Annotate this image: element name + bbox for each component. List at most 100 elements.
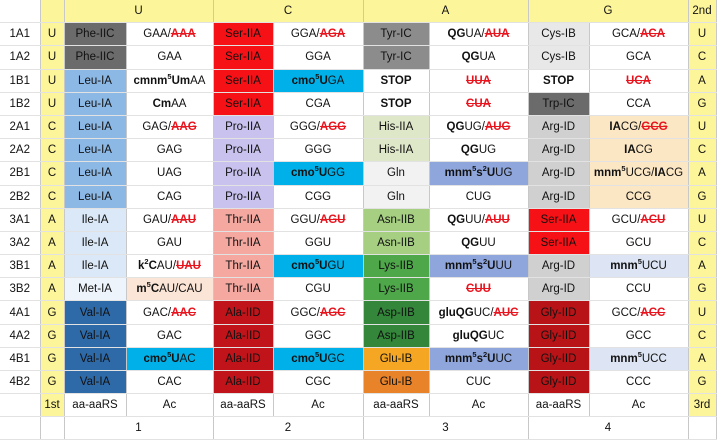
table-row: 4B2 G Val-IA CAC Ala-IID CGC Glu-IB CUC Gly-IID C… xyxy=(0,370,717,395)
anticodon-cell: mnm5s2UUU xyxy=(429,254,529,279)
anticodon-cell: mnm5UCC xyxy=(589,347,689,372)
anticodon-cell: GAU xyxy=(126,231,214,256)
anticodon-cell: CAC xyxy=(126,370,214,395)
anticodon-cell: GGG xyxy=(273,138,364,163)
row-id: 3A1 xyxy=(0,208,41,232)
aminoacid-cell: Ser-IIA xyxy=(213,22,274,47)
row-id: 4A1 xyxy=(0,300,41,325)
header-row: U C A G 2nd xyxy=(0,0,717,24)
anticodon-cell: GAC/AAC xyxy=(126,300,214,325)
table-row: 2A2 C Leu-IA GAG Pro-IIA GGG His-IIA QGUG Arg-ID… xyxy=(0,138,717,163)
third-base-cell: C xyxy=(688,45,717,70)
aminoacid-cell: Ala-IID xyxy=(213,300,274,325)
aminoacid-cell: Asp-IIB xyxy=(363,300,430,325)
group-blank xyxy=(688,416,717,440)
anticodon-cell: CUC xyxy=(429,370,529,395)
anticodon-cell: cmo5UGC xyxy=(273,347,364,372)
aminoacid-cell: Ser-IIA xyxy=(213,92,274,116)
anticodon-cell: CUU xyxy=(429,277,529,302)
third-base-cell: C xyxy=(688,231,717,256)
table-row: 1B1 U Leu-IA cmnm5UmAA Ser-IIA cmo5UGA STOP UUA… xyxy=(0,69,717,93)
aminoacid-cell: Ala-IID xyxy=(213,324,274,348)
anticodon-cell: CUA xyxy=(429,92,529,116)
first-base-label: 1st xyxy=(40,393,65,418)
anticodon-cell: gluQGUC xyxy=(429,324,529,348)
anticodon-cell: GCU/ACU xyxy=(589,208,689,232)
third-base-cell: C xyxy=(688,138,717,163)
anticodon-cell: GCC xyxy=(589,324,689,348)
footer-label: aa-aaRS xyxy=(528,393,590,418)
first-base-cell: A xyxy=(40,231,65,256)
anticodon-cell: cmnm5UmAA xyxy=(126,69,214,93)
first-base-cell: A xyxy=(40,254,65,279)
second-base-label: 2nd xyxy=(688,0,717,24)
first-base-cell: G xyxy=(40,370,65,395)
aminoacid-cell: Gln xyxy=(363,185,430,209)
anticodon-cell: GCC/ACC xyxy=(589,300,689,325)
aminoacid-cell: Glu-IB xyxy=(363,370,430,395)
anticodon-cell: CCA xyxy=(589,92,689,116)
anticodon-cell: mnm5s2UUC xyxy=(429,347,529,372)
table-row: 2A1 C Leu-IA GAG/AAG Pro-IIA GGG/AGG His-IIA QG… xyxy=(0,115,717,140)
aminoacid-cell: Ser-IIA xyxy=(528,231,590,256)
anticodon-cell: QGUA xyxy=(429,45,529,70)
footer-blank xyxy=(0,393,41,418)
table-row: 2B1 C Leu-IA UAG Pro-IIA cmo5UGG Gln mnm5s2UUG A… xyxy=(0,161,717,186)
table-row: 4A2 G Val-IA GAC Ala-IID GGC Asp-IIB gluQGUC Gly… xyxy=(0,324,717,348)
aminoacid-cell: Arg-ID xyxy=(528,115,590,140)
aminoacid-cell: Ile-IA xyxy=(64,254,127,279)
anticodon-cell: CGG xyxy=(273,185,364,209)
anticodon-cell: cmo5UAC xyxy=(126,347,214,372)
row-id: 1B2 xyxy=(0,92,41,116)
anticodon-cell: cmo5UGU xyxy=(273,254,364,279)
aminoacid-cell: Ile-IA xyxy=(64,208,127,232)
table-row: 3A2 A Ile-IA GAU Thr-IIA GGU Asn-IIB QGUU Ser-II… xyxy=(0,231,717,256)
third-base-cell: A xyxy=(688,347,717,372)
table-row: 3A1 A Ile-IA GAU/AAU Thr-IIA GGU/AGU Asn-IIB QG… xyxy=(0,208,717,232)
footer-label: Ac xyxy=(126,393,214,418)
anticodon-cell: UAG xyxy=(126,161,214,186)
corner-cell xyxy=(0,0,41,24)
table-row: 1A1 U Phe-IIC GAA/AAA Ser-IIA GGA/AGA Tyr-IC QG… xyxy=(0,22,717,47)
anticodon-cell: GCA xyxy=(589,45,689,70)
anticodon-cell: GGU/AGU xyxy=(273,208,364,232)
anticodon-cell: GGA/AGA xyxy=(273,22,364,47)
first-base-cell: A xyxy=(40,277,65,302)
third-base-cell: G xyxy=(688,92,717,116)
table-row: 1A2 U Phe-IIC GAA Ser-IIA GGA Tyr-IC QGUA Cys-IB… xyxy=(0,45,717,70)
aminoacid-cell: Trp-IC xyxy=(528,92,590,116)
third-base-cell: A xyxy=(688,69,717,93)
table-row: 3B1 A Ile-IA k2CAU/UAU Thr-IIA cmo5UGU Lys-IIB… xyxy=(0,254,717,279)
anticodon-cell: UCA xyxy=(589,69,689,93)
aminoacid-cell: Leu-IA xyxy=(64,115,127,140)
footer-label: aa-aaRS xyxy=(363,393,430,418)
third-base-cell: G xyxy=(688,277,717,302)
anticodon-cell: QGUA/AUA xyxy=(429,22,529,47)
anticodon-cell: GCU xyxy=(589,231,689,256)
aminoacid-cell: Lys-IIB xyxy=(363,277,430,302)
aminoacid-cell: Asn-IIB xyxy=(363,208,430,232)
footer-label: aa-aaRS xyxy=(64,393,127,418)
anticodon-cell: GAA/AAA xyxy=(126,22,214,47)
aminoacid-cell: Arg-ID xyxy=(528,277,590,302)
row-id: 2B2 xyxy=(0,185,41,209)
anticodon-cell: cmo5UGG xyxy=(273,161,364,186)
aminoacid-cell: STOP xyxy=(363,92,430,116)
anticodon-cell: k2CAU/UAU xyxy=(126,254,214,279)
aminoacid-cell: Thr-IIA xyxy=(213,254,274,279)
third-base-label: 3rd xyxy=(688,393,717,418)
footer-label: aa-aaRS xyxy=(213,393,274,418)
aminoacid-cell: Leu-IA xyxy=(64,92,127,116)
aminoacid-cell: Gly-IID xyxy=(528,300,590,325)
aminoacid-cell: Ala-IID xyxy=(213,347,274,372)
anticodon-cell: QGUG/AUG xyxy=(429,115,529,140)
anticodon-cell: GCA/ACA xyxy=(589,22,689,47)
first-base-cell: G xyxy=(40,347,65,372)
anticodon-cell: CUG xyxy=(429,185,529,209)
aminoacid-cell: Gln xyxy=(363,161,430,186)
first-base-cell: C xyxy=(40,115,65,140)
first-base-cell: U xyxy=(40,69,65,93)
first-base-cell: U xyxy=(40,92,65,116)
footer-label: Ac xyxy=(273,393,364,418)
